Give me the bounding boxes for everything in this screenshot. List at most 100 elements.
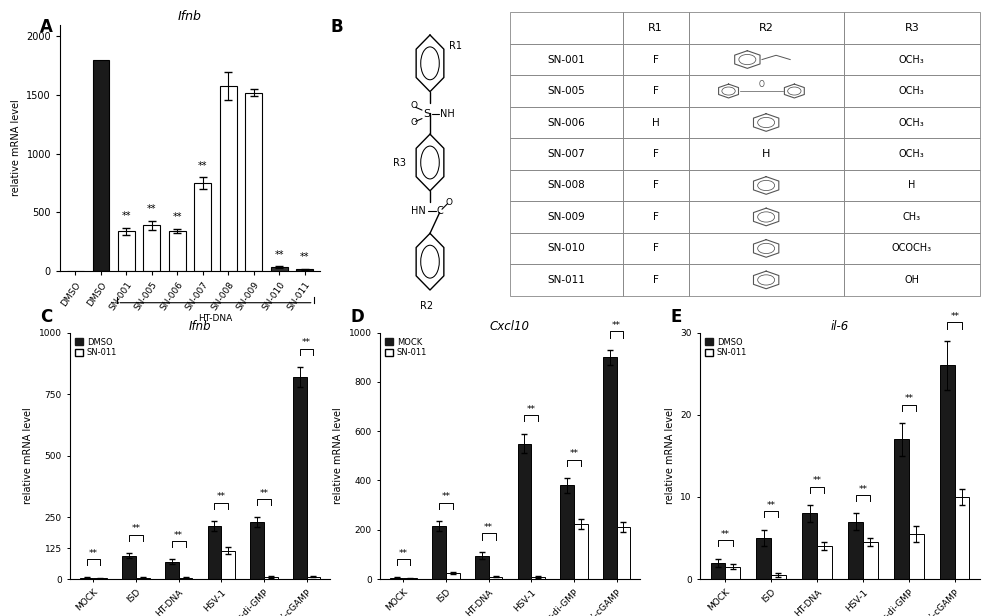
Text: F: F (653, 180, 659, 190)
Text: **: ** (217, 492, 226, 501)
Text: **: ** (174, 530, 183, 540)
Text: **: ** (274, 249, 284, 259)
Bar (510, 75, 623, 107)
Bar (118, 231, 135, 271)
Bar (510, 170, 623, 201)
Legend: DMSO, SN-011: DMSO, SN-011 (74, 337, 118, 358)
Bar (689, 170, 844, 201)
Bar (617, 527, 630, 579)
Text: E: E (670, 308, 681, 326)
Text: HN: HN (411, 206, 426, 216)
Bar (844, 264, 980, 296)
Bar (510, 44, 623, 75)
Text: **: ** (858, 485, 867, 493)
Bar (623, 138, 689, 170)
Text: SN-009: SN-009 (548, 212, 585, 222)
Text: F: F (653, 149, 659, 159)
Bar (623, 107, 689, 138)
Bar (844, 107, 980, 138)
Bar (220, 86, 237, 271)
Text: OCOCH₃: OCOCH₃ (892, 243, 932, 253)
Bar (169, 231, 186, 271)
Text: **: ** (612, 321, 621, 330)
Text: **: ** (569, 449, 578, 458)
Text: **: ** (302, 338, 311, 347)
Text: H: H (762, 149, 770, 159)
Text: OCH₃: OCH₃ (899, 86, 925, 96)
Text: F: F (653, 86, 659, 96)
Bar (80, 578, 93, 579)
Bar (194, 183, 211, 271)
Bar (894, 439, 909, 579)
Bar (844, 75, 980, 107)
Text: O: O (411, 118, 418, 128)
Bar (689, 138, 844, 170)
Bar (817, 546, 832, 579)
Text: **: ** (198, 161, 207, 171)
Bar (446, 573, 460, 579)
Text: **: ** (950, 312, 959, 321)
Bar (689, 107, 844, 138)
Text: SN-006: SN-006 (548, 118, 585, 128)
Text: R3: R3 (393, 158, 406, 168)
Bar (844, 201, 980, 233)
Y-axis label: relative mRNA level: relative mRNA level (665, 407, 675, 505)
Text: SN-011: SN-011 (547, 275, 585, 285)
Text: **: ** (132, 524, 141, 533)
Text: **: ** (147, 204, 157, 214)
Bar (510, 201, 623, 233)
Text: H: H (652, 118, 660, 128)
Text: **: ** (259, 488, 268, 498)
Bar (689, 201, 844, 233)
Text: A: A (40, 18, 53, 36)
Text: O: O (759, 79, 764, 89)
Y-axis label: relative mRNA level: relative mRNA level (23, 407, 33, 505)
Text: CH₃: CH₃ (903, 212, 921, 222)
Bar (390, 578, 403, 579)
Bar (623, 170, 689, 201)
Text: **: ** (122, 211, 131, 221)
Text: SN-007: SN-007 (548, 149, 585, 159)
Bar (179, 578, 192, 579)
Title: Ifnb: Ifnb (189, 320, 211, 333)
Text: B: B (330, 18, 343, 36)
Bar (143, 225, 160, 271)
Bar (844, 12, 980, 44)
Bar (518, 444, 531, 579)
Text: SN-001: SN-001 (548, 55, 585, 65)
Bar (689, 44, 844, 75)
Bar (689, 12, 844, 44)
Bar (221, 551, 235, 579)
Text: F: F (653, 243, 659, 253)
Text: SN-010: SN-010 (548, 243, 585, 253)
Bar (689, 233, 844, 264)
Legend: MOCK, SN-011: MOCK, SN-011 (384, 337, 428, 358)
Bar (93, 578, 107, 579)
Text: H: H (908, 180, 916, 190)
Text: SN-005: SN-005 (548, 86, 585, 96)
Bar (863, 542, 878, 579)
Text: NH: NH (440, 109, 454, 120)
Bar (510, 107, 623, 138)
Text: OCH₃: OCH₃ (899, 118, 925, 128)
Text: F: F (653, 275, 659, 285)
Bar (560, 485, 574, 579)
Text: S: S (423, 109, 430, 120)
Text: F: F (653, 55, 659, 65)
Text: R3: R3 (904, 23, 919, 33)
Bar (623, 264, 689, 296)
Bar (510, 264, 623, 296)
Bar (844, 44, 980, 75)
Bar (250, 522, 264, 579)
Bar (848, 522, 863, 579)
Bar (844, 138, 980, 170)
Bar (689, 264, 844, 296)
Bar (623, 12, 689, 44)
Text: **: ** (527, 405, 536, 414)
Bar (489, 577, 502, 579)
Text: OH: OH (904, 275, 919, 285)
Bar (574, 524, 588, 579)
Bar (844, 170, 980, 201)
Bar (208, 526, 221, 579)
Legend: DMSO, SN-011: DMSO, SN-011 (704, 337, 748, 358)
